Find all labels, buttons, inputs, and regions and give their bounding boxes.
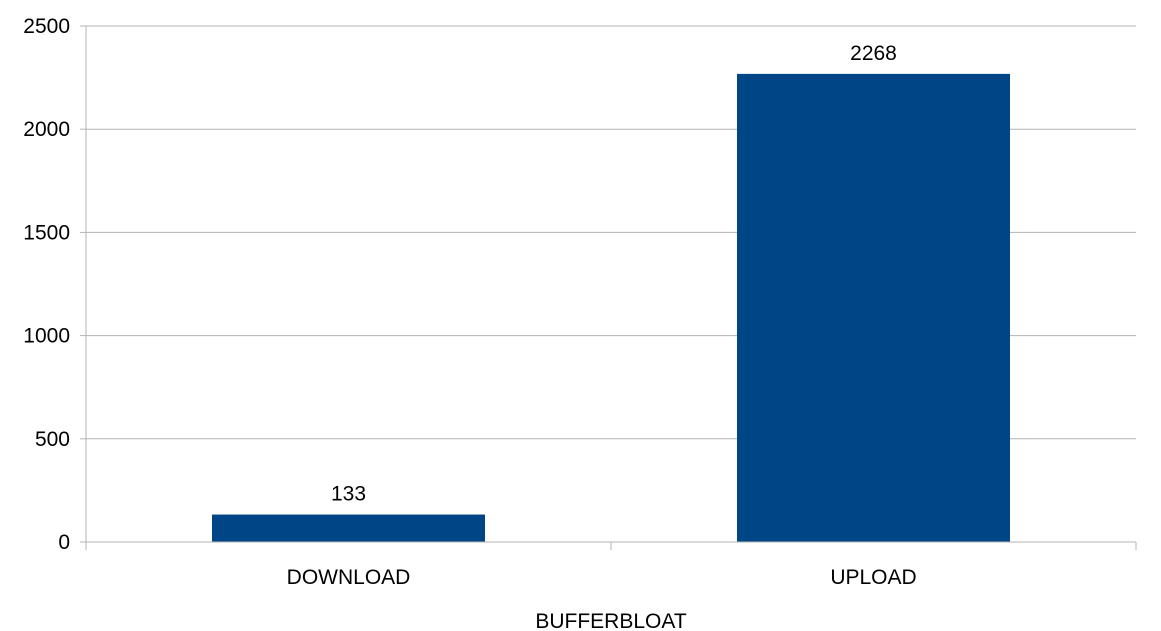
y-tick-label: 2500 — [23, 15, 70, 38]
data-label-upload: 2268 — [850, 42, 897, 65]
bar-upload — [737, 73, 1010, 542]
y-tick-label: 1500 — [23, 221, 70, 244]
data-labels: 133 2268 — [331, 42, 897, 506]
y-tick-label: 2000 — [23, 118, 70, 141]
y-tick-label: 500 — [35, 428, 70, 451]
data-label-download: 133 — [331, 483, 366, 506]
bar-download — [212, 514, 485, 542]
x-axis-ticks: DOWNLOAD UPLOAD — [287, 566, 917, 589]
y-tick-label: 0 — [58, 531, 70, 554]
axes — [85, 26, 1137, 550]
x-tick-label-download: DOWNLOAD — [287, 566, 411, 589]
x-tick-label-upload: UPLOAD — [830, 566, 916, 589]
bars — [212, 73, 1010, 542]
x-axis-title: BUFFERBLOAT — [535, 610, 686, 631]
y-axis-ticks: 0 500 1000 1500 2000 2500 — [23, 15, 86, 554]
y-tick-label: 1000 — [23, 325, 70, 348]
